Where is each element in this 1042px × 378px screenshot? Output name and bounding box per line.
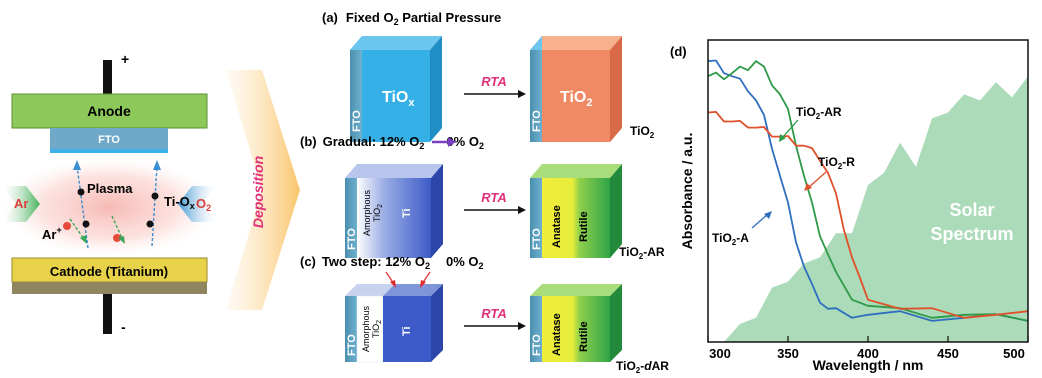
panel-c-title: (c) Two step: 12% O2 0% O2 — [300, 254, 484, 271]
panel-c-result: TiO2-dAR — [616, 359, 669, 373]
rta-label: RTA — [481, 74, 507, 89]
rta-label: RTA — [481, 306, 507, 321]
gradient-arrow — [432, 137, 456, 147]
series-label-tio2-ar: TiO2-AR — [796, 105, 842, 121]
amorphous-tio2-label: TiO2 — [371, 320, 383, 338]
plasma-label: Plasma — [87, 181, 133, 196]
panel-c-block: FTO Amorphous TiO2 Ti — [345, 271, 443, 363]
panel-a-result: TiO2 — [630, 124, 655, 140]
anode-plate — [11, 93, 208, 129]
rta-label: RTA — [481, 190, 507, 205]
plus-sign: + — [121, 51, 129, 67]
solar-label-line1: Solar — [949, 200, 994, 220]
panel-b-result-block: FTO Anatase Rutile — [530, 164, 622, 258]
cathode-label: Cathode (Titanium) — [50, 264, 168, 279]
panel-a-block-tio2: FTO TiO2 — [530, 36, 622, 142]
series-line-tio2-ar — [707, 60, 1029, 322]
x-tick-label: 450 — [937, 346, 959, 361]
ti-label: Ti — [401, 208, 413, 218]
fto-label: FTO — [531, 228, 543, 250]
fto-label: FTO — [351, 110, 363, 132]
anode-label: Anode — [87, 103, 131, 119]
anatase-label: Anatase — [551, 313, 563, 356]
tiox-label: Ti-Ox — [164, 194, 195, 211]
panel-b-result: TiO2-AR — [619, 245, 665, 261]
deposition-arrow: Deposition — [226, 70, 300, 310]
y-axis-label: Absorbance / a.u. — [679, 133, 695, 250]
fto-label: FTO — [346, 334, 358, 356]
x-axis-label: Wavelength / nm — [813, 357, 924, 373]
ar-ion-label: Ar+ — [42, 225, 62, 242]
plasma-particles — [63, 160, 161, 249]
cathode-base — [12, 282, 207, 294]
o2-gas-label: O2 — [196, 196, 211, 213]
series-line-tio2-a — [707, 59, 1029, 322]
panel-c-result-block: FTO Anatase Rutile — [530, 284, 622, 362]
solar-label-line2: Spectrum — [930, 224, 1013, 244]
rutile-label: Rutile — [578, 211, 590, 242]
minus-sign: - — [121, 319, 126, 335]
amorphous-label: Amorphous — [362, 189, 372, 236]
fto-label: FTO — [531, 110, 543, 132]
series-label-tio2-a: TiO2-A — [712, 231, 749, 247]
fto-coating — [50, 149, 168, 153]
plasma-glow — [5, 159, 215, 255]
anatase-label: Anatase — [551, 205, 563, 248]
panel-b-title: (b) Gradual: 12% O2 0% O2 — [300, 134, 484, 151]
panel-b: (b) Gradual: 12% O2 0% O2 FTO Amorphous Ti… — [300, 134, 665, 261]
ar-gas-label: Ar — [14, 196, 28, 211]
tiox-block-label: TiOx — [382, 89, 415, 109]
fto-label: FTO — [98, 134, 120, 146]
rutile-label: Rutile — [578, 321, 590, 352]
panel-a: (a) Fixed O2 Partial Pressure FTO TiOx RT… — [322, 10, 655, 142]
fto-label: FTO — [531, 334, 543, 356]
x-axis: 300 350 400 450 500 — [707, 336, 1029, 361]
panel-a-block-tiox: FTO TiOx — [350, 36, 442, 142]
panel-d-chart: (d) 300 350 400 450 500 Wavelength / nm Abso… — [670, 39, 1029, 373]
panel-b-block: FTO Amorphous TiO2 Ti — [345, 164, 443, 258]
amorphous-label: Amorphous — [361, 305, 371, 352]
chart-plot — [707, 59, 1029, 342]
panel-c: (c) Two step: 12% O2 0% O2 FTO Amorphous T… — [300, 254, 669, 375]
panel-d-label: (d) — [670, 44, 687, 59]
panel-a-title: (a) Fixed O2 Partial Pressure — [322, 10, 501, 27]
series-line-tio2-r — [707, 111, 1029, 319]
series-pointer-tio2-ar — [781, 119, 799, 139]
sputter-chamber: + Anode FTO Ar O2 — [2, 51, 216, 335]
series-pointer-tio2-a — [751, 213, 769, 229]
x-tick-label: 500 — [1003, 346, 1025, 361]
fto-label: FTO — [346, 228, 358, 250]
amorphous-tio2-label: TiO2 — [372, 204, 384, 222]
x-tick-label: 300 — [709, 346, 731, 361]
o2-gas-arrow: O2 — [178, 186, 216, 222]
cathode-lead — [103, 294, 112, 334]
tio2-block-label: TiO2 — [560, 89, 593, 109]
solar-spectrum-area — [708, 76, 1028, 342]
series-label-tio2-r: TiO2-R — [818, 155, 855, 171]
series-pointer-tio2-r — [807, 171, 827, 189]
x-tick-label: 350 — [777, 346, 799, 361]
ar-gas-arrow: Ar — [2, 186, 40, 222]
anode-lead — [103, 60, 112, 94]
ti-label: Ti — [401, 326, 413, 336]
x-tick-label: 400 — [857, 346, 879, 361]
cathode-plate — [11, 257, 208, 283]
fto-substrate — [50, 128, 168, 149]
deposition-label: Deposition — [250, 156, 266, 228]
